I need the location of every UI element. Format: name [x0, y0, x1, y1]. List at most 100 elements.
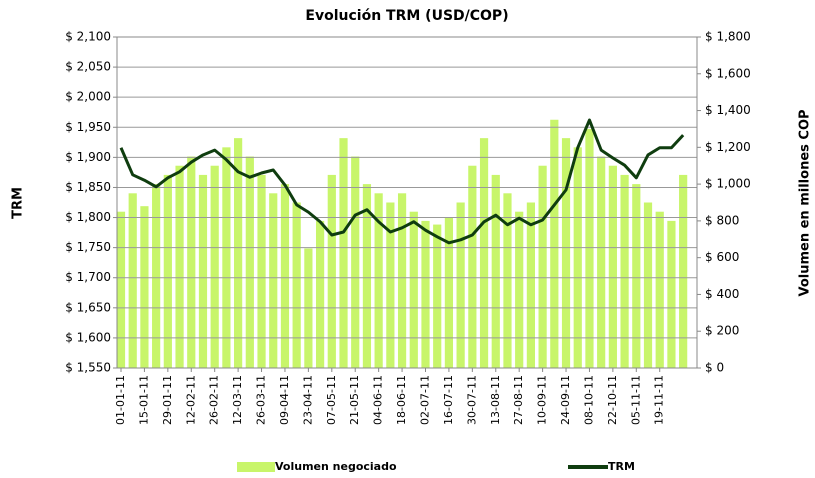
- y2-tick-label: $ 0: [705, 361, 724, 375]
- bar: [433, 224, 442, 368]
- bar: [187, 156, 196, 368]
- bar: [444, 217, 454, 368]
- bar: [257, 174, 266, 368]
- bar: [234, 138, 243, 368]
- bar: [269, 193, 278, 368]
- x-tick-label: 29-01-11: [161, 375, 174, 425]
- bar: [667, 220, 676, 368]
- y2-tick-label: $ 1,800: [705, 30, 751, 44]
- x-tick-label: 08-10-11: [582, 375, 595, 425]
- legend-swatch: [237, 462, 275, 472]
- x-tick-label: 13-08-11: [489, 375, 502, 425]
- x-tick-label: 01-01-11: [114, 375, 127, 425]
- y2-tick-label: $ 1,600: [705, 66, 751, 80]
- y2-tick-label: $ 200: [705, 324, 739, 338]
- bar: [315, 220, 325, 368]
- x-tick-label: 12-03-11: [231, 375, 244, 425]
- bar: [585, 128, 594, 368]
- y-tick-label: $ 1,550: [65, 361, 111, 375]
- y-tick-label: $ 1,900: [65, 150, 111, 164]
- x-tick-label: 12-02-11: [184, 375, 197, 425]
- y2-tick-label: $ 1,400: [705, 103, 751, 117]
- bar: [386, 202, 395, 368]
- y-tick-label: $ 1,850: [65, 180, 111, 194]
- y2-tick-label: $ 400: [705, 287, 739, 301]
- bar: [327, 174, 336, 368]
- y2-tick-label: $ 600: [705, 250, 739, 264]
- y-tick-label: $ 1,650: [65, 300, 111, 314]
- bar: [374, 193, 383, 368]
- y-tick-label: $ 1,700: [65, 270, 111, 284]
- legend-label: TRM: [608, 460, 635, 473]
- bar: [152, 184, 161, 368]
- bar: [245, 156, 254, 368]
- bar: [421, 220, 430, 368]
- bar: [163, 174, 172, 368]
- x-tick-label: 02-07-11: [418, 375, 431, 425]
- bar: [632, 184, 641, 368]
- y2-axis-title: Volumen en millones COP: [798, 109, 813, 296]
- bar: [397, 193, 407, 368]
- bar: [608, 165, 617, 368]
- bar: [292, 202, 301, 368]
- bar: [140, 206, 149, 368]
- x-tick-label: 26-02-11: [208, 375, 221, 425]
- y-tick-label: $ 1,800: [65, 210, 111, 224]
- x-tick-label: 10-09-11: [536, 375, 549, 425]
- x-tick-label: 07-05-11: [325, 375, 338, 425]
- y-tick-label: $ 1,750: [65, 240, 111, 254]
- line: [119, 118, 685, 245]
- x-tick-label: 16-07-11: [442, 375, 455, 425]
- x-tick-label: 27-08-11: [512, 375, 525, 425]
- x-tick-label: 30-07-11: [465, 375, 478, 425]
- bars: [116, 119, 688, 368]
- bar: [116, 211, 126, 368]
- x-tick-label: 19-11-11: [653, 375, 666, 425]
- y2-tick-label: $ 1,200: [705, 140, 751, 154]
- x-tick-label: 21-05-11: [348, 375, 361, 425]
- bar: [210, 165, 219, 368]
- bar: [175, 165, 184, 368]
- bar: [597, 156, 606, 368]
- y-axis-title: TRM: [11, 187, 26, 219]
- bar: [128, 193, 137, 368]
- legend-label: Volumen negociado: [275, 460, 397, 473]
- bar: [573, 147, 582, 368]
- x-tick-label: 26-03-11: [255, 375, 268, 425]
- y-tick-label: $ 1,600: [65, 330, 111, 344]
- y2-tick-label: $ 800: [705, 213, 739, 227]
- bar: [550, 119, 559, 368]
- bar: [491, 174, 500, 368]
- bar: [515, 211, 524, 368]
- bar: [339, 138, 348, 368]
- bar: [468, 165, 477, 368]
- x-tick-label: 24-09-11: [559, 375, 572, 425]
- bar: [362, 184, 372, 368]
- bar: [620, 174, 629, 368]
- bar: [655, 211, 664, 368]
- bar: [479, 138, 489, 368]
- y2-tick-label: $ 1,000: [705, 177, 751, 191]
- x-tick-label: 05-11-11: [629, 375, 642, 425]
- bar: [456, 202, 465, 368]
- bar: [561, 138, 571, 368]
- y-tick-label: $ 2,100: [65, 30, 111, 44]
- bar: [198, 174, 208, 368]
- chart-title: Evolución TRM (USD/COP): [305, 8, 508, 24]
- bar: [643, 202, 653, 368]
- y-tick-label: $ 2,050: [65, 60, 111, 74]
- plot-border: [116, 36, 698, 369]
- x-tick-label: 09-04-11: [278, 375, 291, 425]
- x-tick-label: 22-10-11: [606, 375, 619, 425]
- x-tick-label: 04-06-11: [372, 375, 385, 425]
- bar: [351, 156, 360, 368]
- bar: [679, 174, 688, 368]
- bar: [503, 193, 512, 368]
- y-tick-label: $ 2,000: [65, 90, 111, 104]
- x-tick-label: 23-04-11: [301, 375, 314, 425]
- bar: [409, 211, 418, 368]
- x-tick-label: 15-01-11: [137, 375, 150, 425]
- bar: [222, 147, 231, 368]
- y-tick-label: $ 1,950: [65, 120, 111, 134]
